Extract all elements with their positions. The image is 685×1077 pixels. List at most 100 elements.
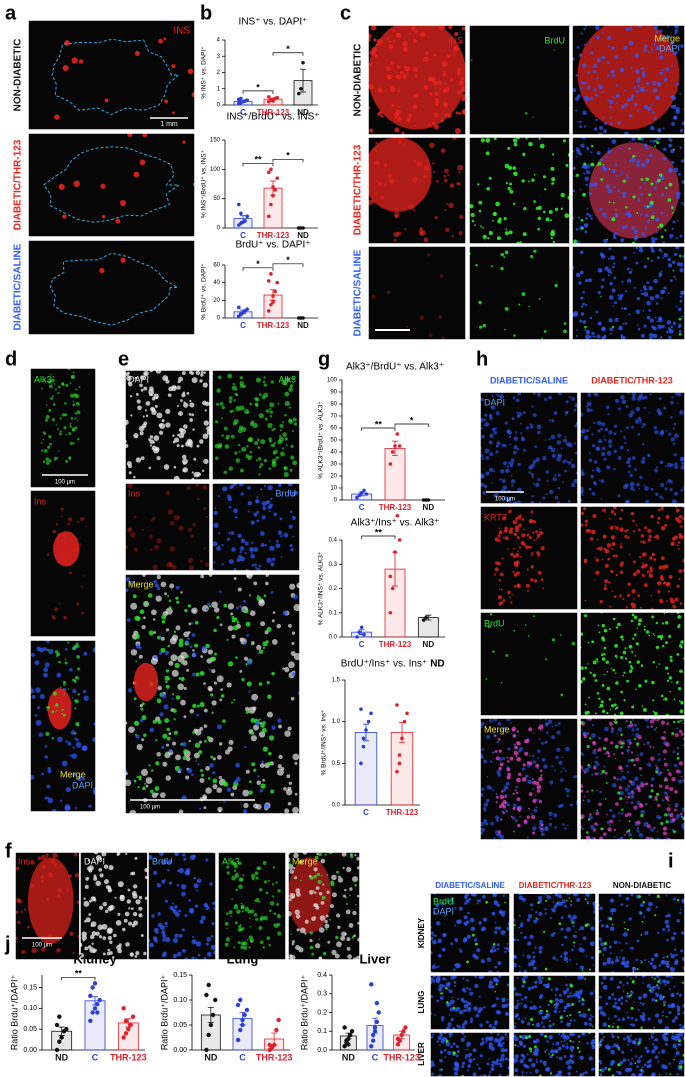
cell — [611, 913, 614, 915]
cell — [85, 917, 91, 923]
cell — [669, 813, 674, 818]
cell — [650, 103, 653, 106]
micrograph-border — [468, 245, 571, 341]
cell — [601, 452, 606, 457]
cell — [453, 968, 456, 971]
micrograph — [480, 612, 578, 716]
cell — [493, 836, 496, 839]
cell — [491, 1063, 495, 1068]
cell — [226, 787, 232, 792]
cell — [532, 798, 537, 804]
cell — [666, 192, 668, 195]
cell — [613, 940, 618, 945]
cell — [505, 529, 508, 532]
cell — [243, 656, 249, 661]
cell — [178, 641, 184, 648]
cell — [57, 560, 61, 564]
cell — [607, 149, 612, 154]
micrograph-texture — [572, 25, 685, 135]
cell — [626, 801, 628, 804]
cell — [629, 669, 633, 673]
cell — [430, 977, 434, 982]
cell — [482, 894, 486, 899]
cell — [580, 765, 584, 770]
cell — [344, 888, 347, 892]
cell — [182, 756, 187, 760]
cell — [621, 225, 626, 230]
cell — [107, 887, 113, 893]
cell — [500, 818, 503, 821]
cell — [469, 204, 474, 209]
cell — [624, 441, 627, 444]
cell — [656, 792, 660, 796]
cell — [521, 533, 526, 538]
cell — [289, 510, 293, 514]
cell — [444, 168, 449, 174]
cell — [531, 908, 533, 911]
cell — [606, 543, 612, 548]
cell — [640, 606, 643, 609]
cell — [292, 460, 298, 466]
cell — [557, 486, 561, 490]
cell — [676, 402, 679, 405]
cell — [193, 876, 197, 880]
cell — [40, 875, 44, 879]
cell — [655, 45, 661, 51]
cell — [228, 910, 233, 915]
cell — [651, 211, 655, 214]
cell — [252, 563, 255, 566]
cell — [155, 595, 162, 602]
cell — [461, 1023, 465, 1027]
cell — [561, 823, 565, 826]
cell — [518, 993, 522, 997]
cell — [292, 866, 296, 870]
cell — [164, 99, 169, 104]
cell — [478, 921, 482, 925]
cell — [505, 468, 510, 474]
cell — [335, 935, 339, 940]
cell — [622, 484, 628, 490]
cell — [614, 644, 618, 648]
cell — [397, 105, 401, 108]
cell — [566, 794, 569, 798]
cell — [632, 572, 637, 577]
cell — [610, 509, 615, 514]
micrograph — [580, 718, 685, 840]
cell — [659, 495, 663, 499]
cell — [604, 753, 607, 755]
cell — [640, 137, 644, 141]
cell — [178, 767, 183, 772]
cell — [659, 995, 664, 1001]
cell — [202, 382, 208, 388]
cell — [587, 392, 592, 397]
cell — [662, 979, 667, 984]
cell — [502, 799, 507, 805]
cell — [316, 872, 321, 877]
micrograph-texture — [470, 49, 556, 118]
cell — [607, 74, 610, 78]
cell — [662, 995, 665, 998]
cell — [212, 541, 218, 547]
cell — [237, 533, 242, 538]
cell — [657, 589, 660, 592]
cell — [152, 719, 157, 724]
cell — [622, 990, 625, 993]
cell — [524, 1017, 527, 1020]
cell — [657, 178, 661, 183]
cell — [439, 274, 444, 278]
cell — [619, 517, 623, 521]
cell — [546, 1014, 549, 1017]
cell — [487, 625, 491, 629]
cell — [609, 327, 614, 332]
cell — [282, 447, 285, 450]
cell — [444, 987, 448, 990]
cell — [226, 537, 231, 541]
cell — [88, 868, 93, 873]
cell — [668, 182, 673, 187]
cell — [665, 429, 668, 432]
cell — [659, 55, 664, 60]
cell — [597, 660, 599, 663]
cell — [657, 538, 659, 540]
cell — [568, 443, 573, 448]
cell — [664, 621, 669, 625]
